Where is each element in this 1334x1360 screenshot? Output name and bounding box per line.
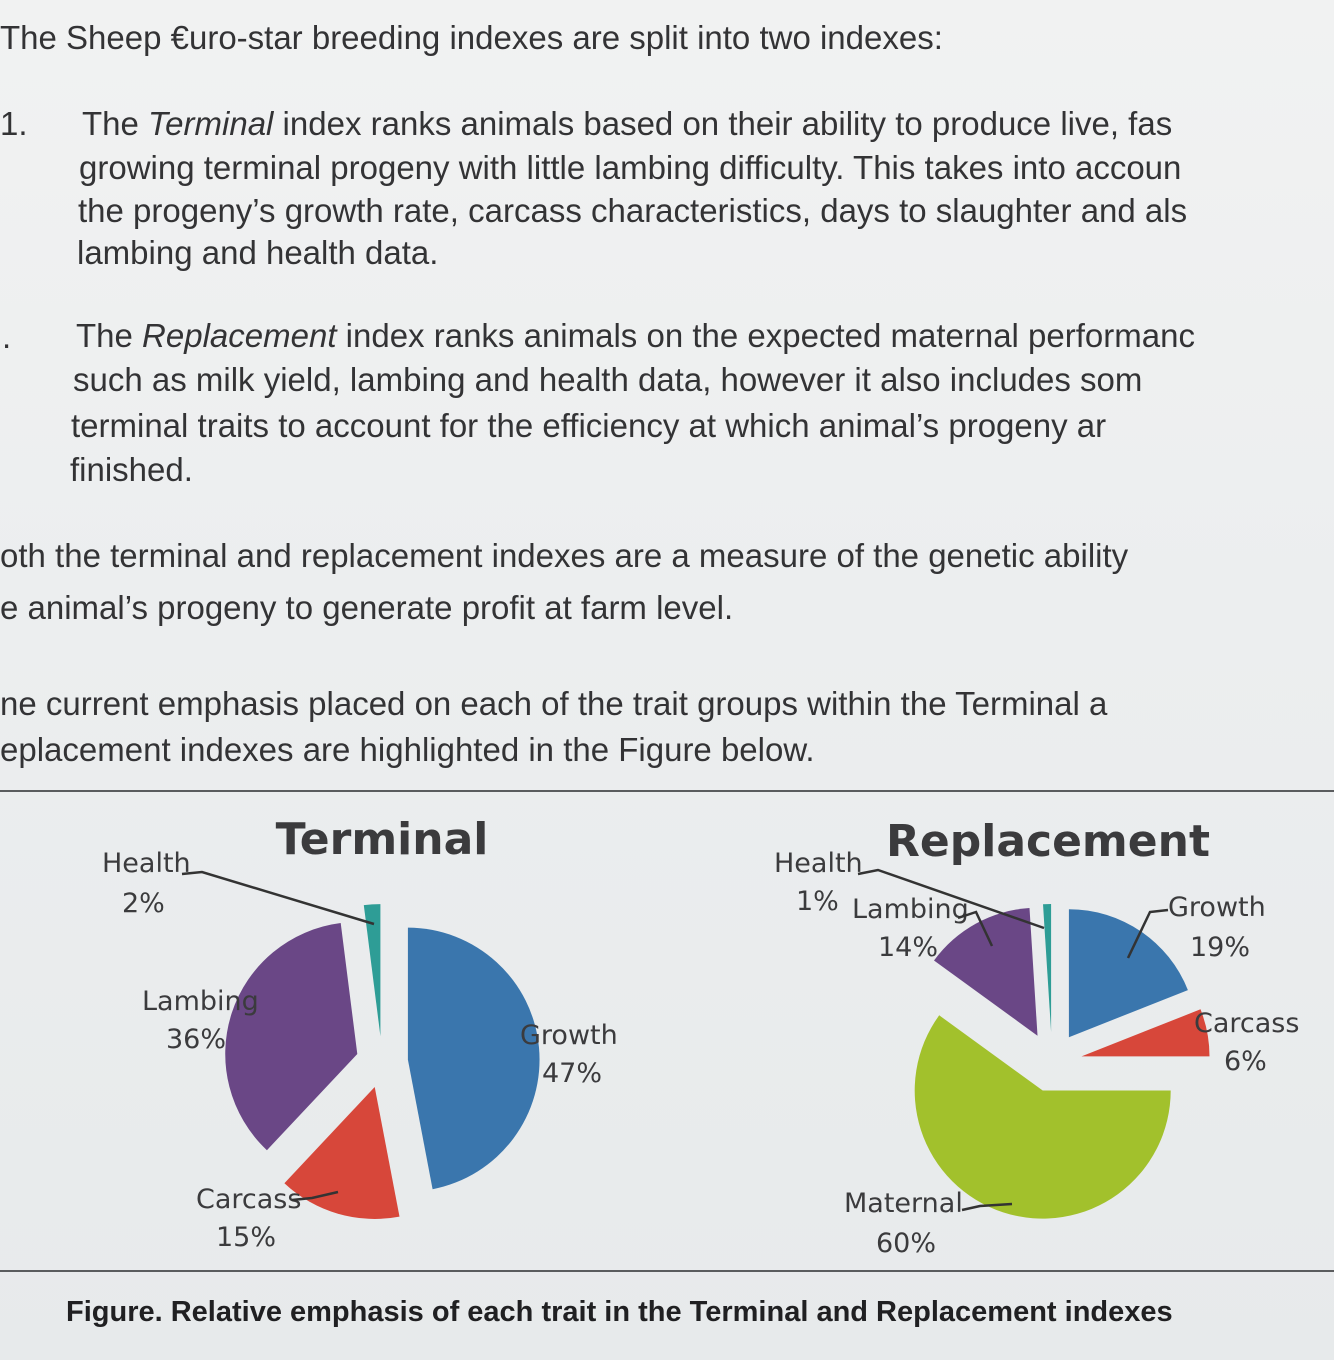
replacement-carcass-value: 6%	[1224, 1046, 1267, 1077]
list-item-2-line-3: terminal traits to account for the effic…	[71, 407, 1107, 444]
replacement-slice-carcass	[1081, 1009, 1210, 1057]
figure-top-rule	[0, 790, 1334, 792]
terminal-growth-label: Growth	[520, 1020, 618, 1051]
replacement-slice-health	[1043, 904, 1052, 1032]
list-item-1-line-3: the progeny’s growth rate, carcass chara…	[78, 192, 1188, 229]
terminal-pie	[225, 904, 540, 1219]
terminal-slice-carcass	[284, 1087, 400, 1219]
list-item-2-line-1: The Replacement index ranks animals on t…	[76, 317, 1195, 354]
replacement-health-leader	[857, 868, 1045, 930]
terminal-slice-health	[363, 904, 381, 1037]
terminal-carcass-value: 15%	[216, 1222, 276, 1253]
replacement-carcass-label: Carcass	[1194, 1008, 1299, 1039]
figure-bottom-rule	[0, 1270, 1334, 1272]
replacement-lambing-value: 14%	[878, 932, 938, 963]
replacement-slice-maternal	[914, 1015, 1171, 1219]
terminal-health-label: Health	[102, 848, 191, 879]
replacement-growth-value: 19%	[1190, 932, 1250, 963]
list-item-1-line-1: The Terminal index ranks animals based o…	[82, 105, 1173, 142]
replacement-lambing-leader	[957, 910, 994, 947]
replacement-health-value: 1%	[796, 886, 839, 917]
pie-charts-svg: Terminal Replacement Health 2% Lambing 3…	[102, 814, 1299, 1259]
list-item-1-line-2: growing terminal progeny with little lam…	[79, 149, 1182, 186]
figure-caption: Figure. Relative emphasis of each trait …	[66, 1296, 1173, 1328]
intro-text: The Sheep €uro-star breeding indexes are…	[0, 19, 943, 56]
replacement-lambing-label: Lambing	[852, 894, 969, 925]
list-item-2-line-2: such as milk yield, lambing and health d…	[73, 361, 1143, 398]
replacement-maternal-leader	[961, 1202, 1013, 1212]
list-marker-2: .	[2, 318, 12, 355]
replacement-maternal-label: Maternal	[844, 1188, 963, 1219]
paragraph-2-line-1: oth the terminal and replacement indexes…	[0, 537, 1129, 574]
replacement-maternal-value: 60%	[876, 1228, 936, 1259]
paragraph-3-line-2: eplacement indexes are highlighted in th…	[0, 731, 815, 768]
terminal-lambing-value: 36%	[166, 1024, 226, 1055]
list-item-1-line-4: lambing and health data.	[77, 234, 439, 271]
terminal-health-leader	[181, 870, 375, 926]
replacement-growth-label: Growth	[1168, 892, 1266, 923]
replacement-growth-leader	[1126, 908, 1169, 959]
terminal-slice-lambing	[225, 923, 358, 1151]
figure-pie-charts: Terminal Replacement Health 2% Lambing 3…	[0, 800, 1334, 1270]
paragraph-2-line-2: e animal’s progeny to generate profit at…	[0, 589, 734, 626]
list-item-2-line-4: finished.	[70, 451, 193, 488]
terminal-lambing-label: Lambing	[142, 986, 259, 1017]
terminal-growth-value: 47%	[542, 1058, 602, 1089]
terminal-chart-title: Terminal	[276, 814, 489, 865]
terminal-slice-growth	[407, 927, 540, 1190]
terminal-health-value: 2%	[122, 888, 165, 919]
terminal-carcass-leader	[291, 1190, 339, 1202]
replacement-chart-title: Replacement	[886, 816, 1210, 867]
replacement-slice-growth	[1068, 909, 1188, 1038]
replacement-health-label: Health	[774, 848, 863, 879]
terminal-carcass-label: Carcass	[196, 1184, 301, 1215]
replacement-pie	[914, 904, 1210, 1219]
paragraph-3-line-1: ne current emphasis placed on each of th…	[0, 685, 1108, 722]
replacement-slice-lambing	[934, 908, 1038, 1036]
list-marker-1: 1.	[0, 105, 28, 142]
